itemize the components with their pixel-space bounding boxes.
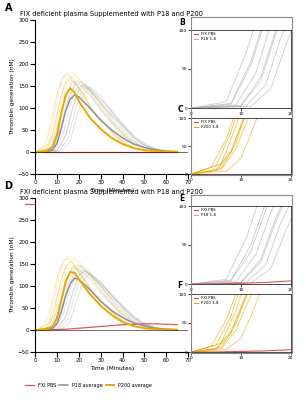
Legend: FXI PBS, P200 1-8: FXI PBS, P200 1-8 — [193, 296, 219, 305]
Y-axis label: Thrombin generation (nM): Thrombin generation (nM) — [9, 236, 15, 314]
Text: A: A — [5, 3, 12, 13]
Title: FIX deficient plasma Supplemented with P18 and P200: FIX deficient plasma Supplemented with P… — [20, 11, 203, 17]
Text: E: E — [179, 194, 185, 203]
Legend: FXI PBS, P18 1-8: FXI PBS, P18 1-8 — [193, 208, 217, 217]
Text: D: D — [5, 181, 13, 191]
Title: FXI deficient plasma Supplemented with P18 and P200: FXI deficient plasma Supplemented with P… — [20, 189, 203, 195]
Text: C: C — [177, 105, 183, 114]
Legend: FIX PBS, P200 1-8: FIX PBS, P200 1-8 — [193, 120, 219, 129]
Legend: FXI PBS, P18 average, P200 average: FXI PBS, P18 average, P200 average — [25, 382, 153, 388]
Text: F: F — [177, 281, 183, 290]
X-axis label: Time (Minutes): Time (Minutes) — [90, 188, 134, 193]
Legend: FIX PBS, P18 1-8: FIX PBS, P18 1-8 — [193, 32, 217, 41]
X-axis label: Time (Minutes): Time (Minutes) — [90, 366, 134, 371]
Legend: FIX PBS, P18 average, P200 average: FIX PBS, P18 average, P200 average — [25, 201, 153, 207]
Y-axis label: Thrombin generation (nM): Thrombin generation (nM) — [9, 58, 15, 136]
Text: B: B — [179, 18, 185, 27]
